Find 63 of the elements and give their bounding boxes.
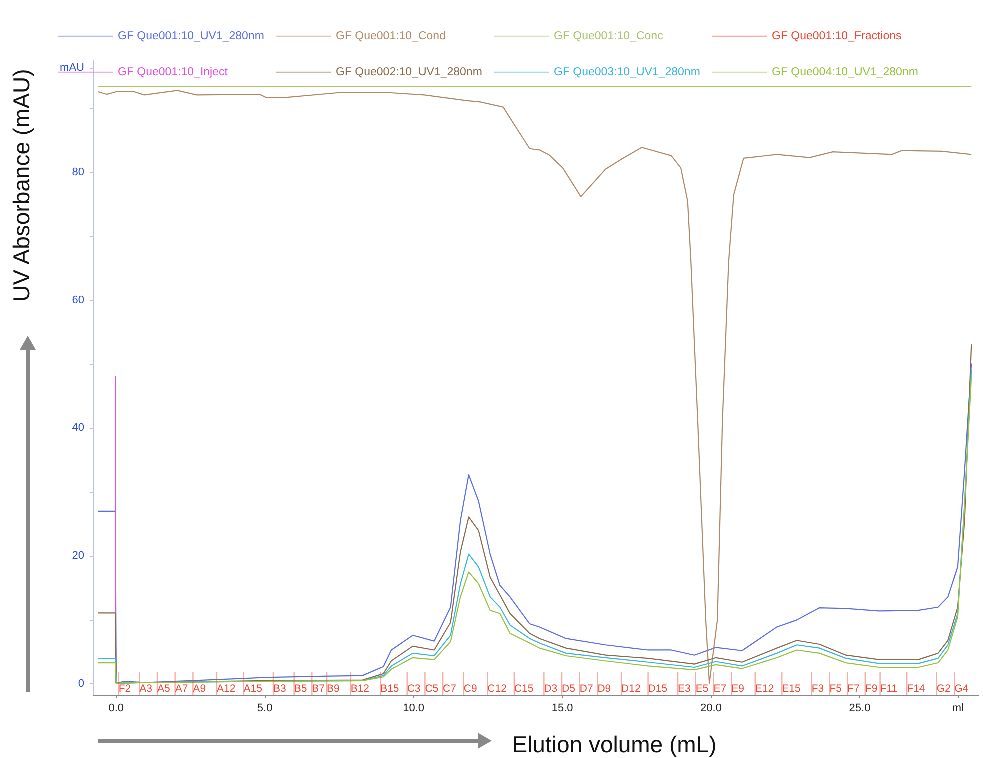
data-label: B12 (350, 683, 370, 695)
x-tick-label: ml (952, 702, 964, 714)
legend-label: GF Que001:10_Conc (554, 30, 664, 42)
data-label: F3 (812, 683, 824, 695)
legend-label: GF Que001:10_Fractions (772, 30, 902, 42)
x-tick-label: 20.0 (700, 702, 722, 714)
data-label: C15 (514, 683, 534, 695)
data-label: C5 (425, 683, 439, 695)
data-label: B7 (312, 683, 326, 695)
legend-label: GF Que002:10_UV1_280nm (336, 66, 482, 78)
data-label: E3 (678, 683, 692, 695)
data-label: C9 (464, 683, 478, 695)
data-label: A9 (193, 683, 206, 695)
data-label: F9 (865, 683, 878, 695)
x-tick-label: 15.0 (552, 702, 574, 714)
data-label: G2 (936, 683, 951, 695)
data-label: C12 (488, 683, 508, 695)
legend-label: GF Que003:10_UV1_280nm (554, 66, 700, 78)
y-tick-label: 20 (72, 550, 84, 562)
data-label: F11 (880, 683, 898, 695)
data-label: E7 (714, 683, 727, 695)
y-axis-title: UV Absorbance (mAU) (8, 69, 34, 302)
y-tick-label: 80 (72, 166, 84, 178)
legend-label: GF Que001:10_Cond (336, 30, 446, 42)
y-tick-label: 40 (72, 422, 84, 434)
data-label: D15 (648, 683, 668, 695)
x-tick-label: 0.0 (108, 702, 124, 714)
x-tick-label: 5.0 (257, 702, 273, 714)
data-label: B3 (273, 683, 286, 695)
data-label: E12 (755, 683, 774, 695)
data-label: G4 (954, 683, 969, 695)
data-label: B5 (294, 683, 308, 695)
data-label: A5 (157, 683, 170, 695)
data-label: C7 (443, 683, 457, 695)
data-label: E15 (782, 683, 801, 695)
data-label: D3 (544, 683, 558, 695)
x-tick-label: 25.0 (849, 702, 871, 714)
data-label: F2 (118, 683, 132, 695)
data-label: D5 (562, 683, 576, 695)
data-label: D12 (622, 683, 641, 695)
data-label: A15 (244, 683, 263, 695)
x-tick-label: 10.0 (403, 702, 425, 714)
data-label: D9 (598, 683, 612, 695)
data-label: D7 (580, 683, 594, 695)
data-label: E5 (696, 683, 709, 695)
data-label: F14 (907, 683, 926, 695)
data-label: A12 (216, 683, 236, 695)
x-axis-title: Elution volume (mL) (512, 732, 717, 758)
data-label: B15 (380, 683, 400, 695)
data-label: F5 (830, 683, 842, 695)
y-tick-label: 60 (72, 294, 84, 306)
y-tick-label: mAU (60, 62, 85, 74)
legend-label: GF Que004:10_UV1_280nm (772, 66, 918, 78)
data-label: C3 (407, 683, 421, 695)
data-label: E9 (732, 683, 745, 695)
legend-label: GF Que001:10_UV1_280nm (118, 30, 264, 42)
line-series (98, 90, 972, 684)
legend-label: GF Que001:10_Inject (118, 66, 229, 78)
y-tick-label: 0 (78, 678, 84, 690)
data-label: B9 (327, 683, 340, 695)
data-label: A7 (175, 683, 188, 695)
data-label: A3 (140, 683, 153, 695)
data-label: F7 (848, 683, 860, 695)
